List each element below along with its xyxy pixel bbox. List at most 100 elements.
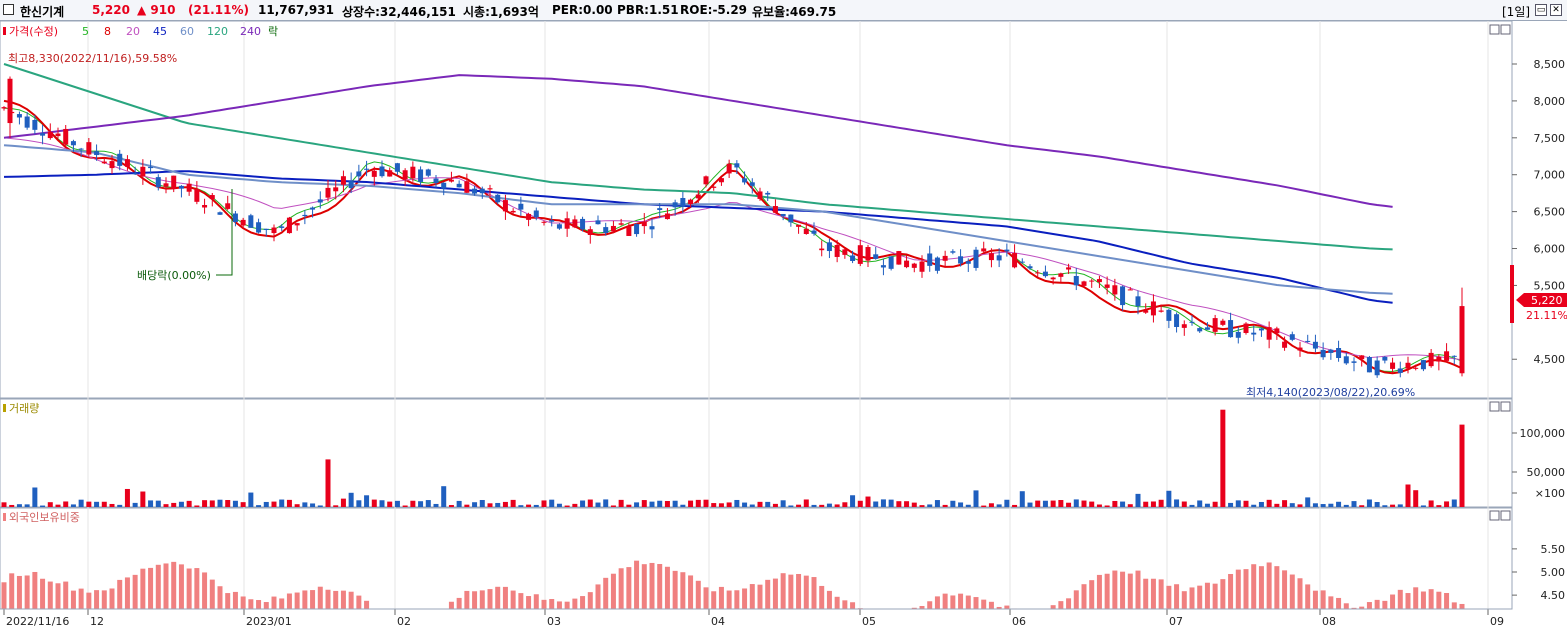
legend-ma240: 240	[240, 25, 261, 38]
candle-body	[1081, 281, 1087, 286]
volume-bar	[618, 499, 624, 507]
candle-body	[850, 255, 856, 261]
candle-body	[726, 163, 732, 174]
volume-bar	[749, 504, 755, 507]
volume-bar	[896, 501, 902, 507]
candle-body	[124, 159, 130, 167]
foreign-bar	[765, 579, 771, 609]
candle-body	[1, 107, 7, 109]
volume-bar	[1042, 500, 1048, 507]
foreign-bar	[780, 573, 786, 609]
volume-bar	[1274, 503, 1280, 507]
candle-body	[202, 205, 208, 208]
current-price-tag	[1516, 293, 1567, 307]
maximize-icon[interactable]: ▭	[1535, 4, 1547, 16]
ma240-line	[3, 74, 1393, 208]
candle-body	[934, 257, 940, 271]
svg-text:거래량: 거래량	[9, 402, 39, 415]
current-pct-tag-text: 21.11%	[1526, 309, 1567, 322]
foreign-bar	[1004, 605, 1010, 609]
volume-bar	[934, 500, 940, 507]
foreign-bar	[1220, 579, 1226, 609]
candle-body	[317, 199, 323, 203]
candle-body	[1228, 320, 1234, 338]
candle-body	[364, 168, 370, 170]
candle-body	[610, 225, 616, 232]
candle-body	[587, 229, 593, 235]
volume-bar	[842, 502, 848, 507]
select-checkbox[interactable]	[3, 4, 14, 15]
volume-bar	[1120, 501, 1126, 507]
foreign-bar	[1420, 591, 1426, 609]
period-selector[interactable]: [1일]	[1502, 5, 1531, 19]
volume-bar	[1374, 502, 1380, 507]
volume-bar	[965, 504, 971, 507]
stock-chart[interactable]: 8,500 8,000 7,500 7,000 6,500 6,000 5,500 4,500…	[0, 21, 1567, 630]
foreign-bar	[1104, 573, 1110, 609]
volume-bar	[124, 488, 130, 507]
legend-ma120: 120	[207, 25, 228, 38]
candle-body	[448, 179, 454, 182]
candle-body	[441, 182, 447, 189]
candle-body	[410, 166, 416, 179]
candle-body	[1289, 334, 1295, 340]
foreign-tick-label: 5.50	[1541, 543, 1566, 556]
foreign-bar	[302, 590, 308, 609]
volume-bar	[772, 503, 778, 507]
volume-bar	[279, 499, 285, 507]
foreign-tick-label: 5.00	[1541, 566, 1566, 579]
volume-bar	[664, 500, 670, 507]
volume-bar	[163, 504, 169, 507]
volume-bar	[510, 499, 516, 507]
volume-bar	[340, 498, 346, 507]
foreign-bar	[225, 593, 231, 609]
candle-body	[796, 224, 802, 227]
panel-buttons[interactable]	[1489, 24, 1511, 521]
candle-body	[194, 189, 200, 202]
candle-body	[1089, 280, 1095, 282]
foreign-bar	[734, 590, 740, 609]
close-icon[interactable]: ✕	[1550, 4, 1562, 16]
volume-bar	[610, 505, 616, 507]
volume-bar	[263, 501, 269, 507]
foreign-bar	[927, 601, 933, 609]
volume-bar	[1228, 502, 1234, 507]
candle-body	[356, 171, 362, 177]
candle-body	[811, 230, 817, 234]
candle-body	[148, 166, 154, 169]
volume-bar	[1382, 505, 1388, 507]
foreign-bar	[1058, 601, 1064, 609]
foreign-bar	[464, 590, 470, 609]
volume-bar	[1104, 505, 1110, 507]
foreign-bar	[202, 572, 208, 609]
foreign-bar	[1451, 602, 1457, 609]
foreign-bar	[510, 590, 516, 609]
candle-body	[641, 221, 647, 227]
candle-body	[765, 192, 771, 195]
foreign-bar	[495, 586, 501, 609]
candle-body	[788, 214, 794, 223]
candle-body	[263, 228, 269, 231]
current-price-tag-text: 5,220	[1531, 294, 1563, 307]
foreign-bar	[248, 599, 254, 609]
volume-bar	[1251, 504, 1257, 507]
foreign-bar	[580, 596, 586, 609]
volume-bar	[973, 490, 979, 507]
volume-bar	[356, 500, 362, 507]
volume-bar	[371, 499, 377, 507]
foreign-bar	[526, 596, 532, 609]
candle-body	[819, 248, 825, 251]
candle-body	[981, 248, 987, 252]
volume-bar	[1212, 501, 1218, 507]
candle-body	[16, 114, 22, 118]
x-axis-label: 2023/01	[246, 615, 292, 628]
volume-panel[interactable]	[0, 398, 1513, 508]
volume-bar	[734, 499, 740, 507]
volume-bar	[680, 504, 686, 507]
high-price-annotation: 최고8,330(2022/11/16),59.58%	[8, 52, 177, 65]
foreign-legend: 외국인보유비중	[3, 511, 80, 524]
volume-bar	[202, 500, 208, 507]
candle-body	[988, 253, 994, 261]
candle-body	[803, 228, 809, 234]
foreign-bar	[340, 590, 346, 609]
